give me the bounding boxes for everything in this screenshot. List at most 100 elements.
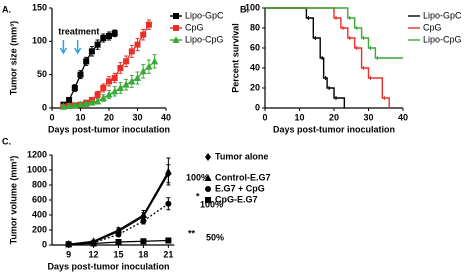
y-tick-label: 600 bbox=[32, 194, 47, 204]
data-point bbox=[59, 102, 67, 110]
x-tick-label: 40 bbox=[398, 112, 408, 122]
data-point bbox=[83, 58, 90, 65]
x-tick-label: 18 bbox=[138, 249, 148, 259]
data-point bbox=[140, 238, 147, 245]
legend-marker bbox=[172, 36, 180, 43]
survival-curve bbox=[265, 7, 403, 59]
data-point bbox=[94, 41, 101, 48]
treatment-arrow bbox=[74, 40, 82, 55]
panel-label: A. bbox=[2, 4, 11, 14]
y-tick-label: 150 bbox=[32, 2, 47, 12]
data-point bbox=[111, 30, 118, 37]
annotation: 50% bbox=[206, 232, 224, 242]
x-axis-label: Days post-tumor inoculation bbox=[48, 124, 170, 134]
data-point bbox=[100, 35, 107, 41]
x-tick-label: 21 bbox=[163, 249, 173, 259]
data-point bbox=[77, 100, 84, 108]
data-point bbox=[71, 85, 78, 91]
y-tick-label: 1200 bbox=[27, 149, 47, 159]
x-tick-label: 0 bbox=[262, 112, 267, 122]
data-point bbox=[111, 75, 118, 81]
y-axis-label: Tumor size (mm³) bbox=[8, 21, 18, 95]
data-point bbox=[94, 97, 102, 105]
data-point bbox=[71, 101, 79, 109]
data-point bbox=[88, 48, 95, 55]
x-tick-label: 15 bbox=[113, 249, 123, 259]
legend-marker bbox=[205, 186, 211, 192]
data-point bbox=[145, 62, 153, 70]
x-tick-label: 30 bbox=[132, 112, 142, 122]
legend-label: Lipo-GpC bbox=[185, 10, 224, 20]
data-point bbox=[115, 226, 122, 233]
data-point bbox=[65, 102, 73, 109]
data-point bbox=[134, 74, 141, 81]
x-tick-label: 10 bbox=[75, 112, 85, 122]
panel-label: B. bbox=[240, 4, 249, 14]
x-tick-label: 30 bbox=[363, 112, 373, 122]
data-point bbox=[122, 80, 130, 88]
data-point bbox=[116, 84, 124, 91]
legend-label: Control-E.G7 bbox=[215, 172, 271, 182]
y-tick-label: 0 bbox=[255, 102, 260, 112]
annotation: 100% bbox=[200, 199, 223, 209]
y-tick-label: 0 bbox=[42, 102, 47, 112]
data-point bbox=[128, 48, 135, 55]
y-tick-label: 100 bbox=[245, 2, 260, 12]
legend-label: Lipo-GpC bbox=[423, 10, 462, 20]
data-point bbox=[94, 91, 101, 98]
data-point bbox=[165, 237, 172, 244]
legend-marker bbox=[204, 174, 212, 181]
annotation: 100% bbox=[186, 172, 209, 182]
legend-label: CpG-E.G7 bbox=[215, 194, 258, 204]
legend-marker bbox=[205, 197, 211, 203]
series-line bbox=[68, 203, 169, 245]
data-point bbox=[123, 58, 130, 65]
data-point bbox=[115, 231, 122, 238]
data-point bbox=[151, 57, 159, 65]
data-point bbox=[106, 33, 112, 39]
y-tick-label: 80 bbox=[250, 22, 260, 32]
legend-label: CpG bbox=[423, 22, 442, 32]
y-tick-label: 400 bbox=[32, 209, 47, 219]
data-point bbox=[105, 90, 113, 98]
legend-label: Lipo-CpG bbox=[423, 34, 462, 44]
y-tick-label: 40 bbox=[250, 62, 260, 72]
panel-label: C. bbox=[2, 136, 11, 146]
x-tick-label: 20 bbox=[104, 112, 114, 122]
y-axis-label: Percent survival bbox=[230, 23, 240, 93]
legend-marker bbox=[173, 25, 179, 31]
survival-curve bbox=[265, 7, 390, 108]
data-point bbox=[140, 218, 147, 224]
data-point bbox=[140, 31, 147, 38]
legend-marker bbox=[173, 13, 179, 19]
x-tick-label: 40 bbox=[161, 112, 171, 122]
annotation: ** bbox=[188, 228, 196, 238]
series-line bbox=[62, 32, 115, 106]
legend-label: Lipo-CpG bbox=[185, 34, 224, 44]
x-tick-label: 9 bbox=[66, 249, 71, 259]
data-point bbox=[115, 239, 122, 245]
x-axis-label: Days post-tumor inoculation bbox=[273, 124, 395, 134]
data-point bbox=[139, 67, 147, 75]
data-point bbox=[111, 87, 119, 95]
legend-label: E.G7 + CpG bbox=[215, 183, 265, 193]
data-point bbox=[106, 78, 112, 85]
survival-curve bbox=[265, 7, 346, 108]
y-tick-label: 0 bbox=[42, 239, 47, 249]
legend-label: Tumor alone bbox=[215, 151, 268, 161]
data-point bbox=[165, 200, 172, 207]
data-point bbox=[88, 98, 96, 106]
legend-label: CpG bbox=[185, 22, 204, 32]
y-tick-label: 20 bbox=[250, 82, 260, 92]
data-point bbox=[99, 94, 107, 101]
data-point bbox=[139, 211, 147, 218]
treatment-arrow bbox=[59, 40, 68, 55]
x-axis-label: Days post-tumor inoculation bbox=[47, 261, 169, 271]
y-tick-label: 1000 bbox=[27, 164, 47, 174]
data-point bbox=[128, 77, 136, 85]
data-point bbox=[90, 240, 97, 247]
data-point bbox=[77, 71, 84, 78]
y-tick-label: 200 bbox=[32, 224, 47, 234]
y-axis-label: Tumor volume (mm³) bbox=[8, 156, 18, 245]
